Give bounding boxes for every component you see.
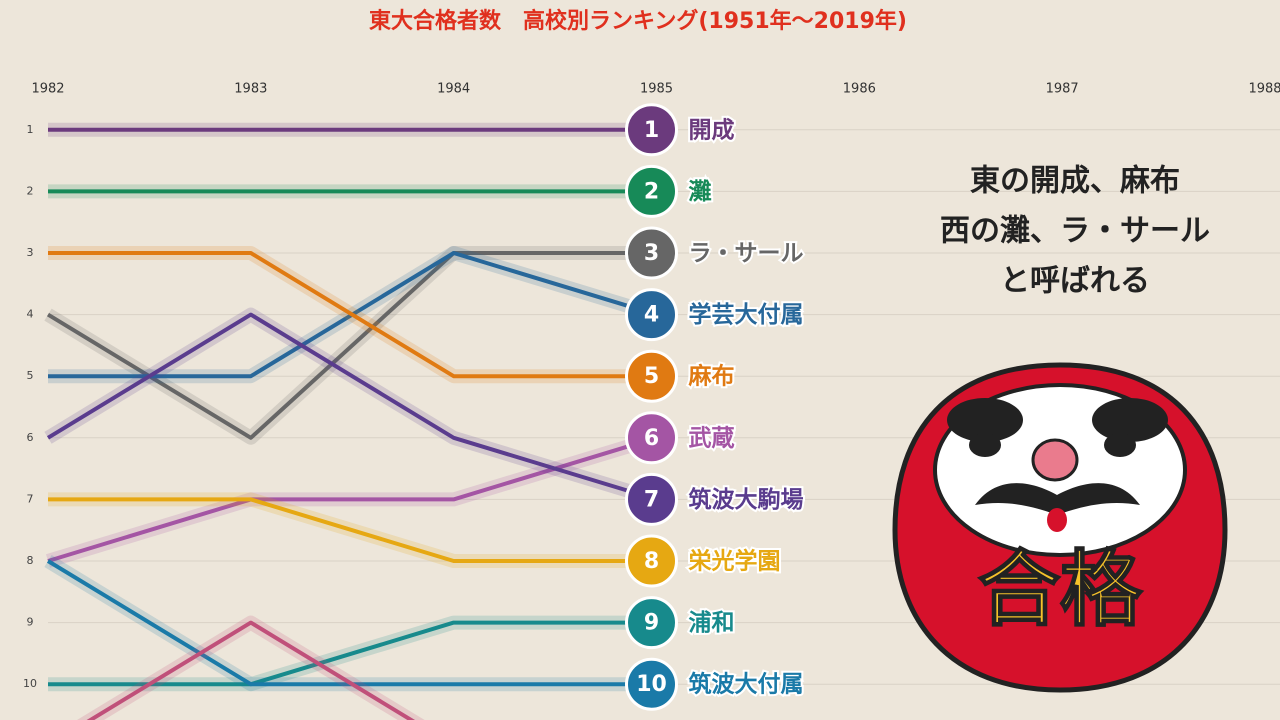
x-tick-label: 1984 bbox=[437, 82, 470, 97]
rank-badge bbox=[625, 103, 678, 157]
rank-badge bbox=[625, 411, 678, 465]
daruma: 合格 bbox=[892, 362, 1228, 693]
rank-badge bbox=[625, 226, 678, 280]
y-tick-label: 1 bbox=[27, 123, 34, 136]
y-tick-label: 8 bbox=[27, 554, 34, 567]
series-label: 麻布 bbox=[688, 363, 735, 390]
rank-label: 6 bbox=[644, 426, 659, 451]
x-tick-label: 1982 bbox=[31, 82, 64, 97]
rank-label: 7 bbox=[644, 487, 659, 512]
line bbox=[48, 497, 657, 563]
lines bbox=[44, 122, 659, 720]
rank-label: 10 bbox=[636, 672, 667, 697]
rank-badge bbox=[625, 164, 678, 218]
line bbox=[46, 312, 658, 502]
y-tick-label: 9 bbox=[27, 616, 34, 629]
line bbox=[48, 251, 657, 379]
series-label: ラ・サール bbox=[689, 241, 804, 267]
rank-badge bbox=[625, 288, 678, 342]
annotation-line: と呼ばれる bbox=[1000, 264, 1150, 299]
y-tick-label: 3 bbox=[27, 246, 34, 259]
series-label: 筑波大駒場 bbox=[689, 486, 804, 513]
y-tick-label: 5 bbox=[27, 369, 34, 382]
series-label: 筑波大付属 bbox=[689, 671, 804, 698]
rank-label: 9 bbox=[644, 611, 659, 636]
annotation-line: 西の灘、ラ・サール bbox=[940, 214, 1210, 249]
rank-label: 5 bbox=[644, 364, 659, 389]
x-tick-label: 1983 bbox=[234, 82, 267, 97]
annotation: 東の開成、麻布 西の灘、ラ・サール と呼ばれる bbox=[940, 164, 1210, 299]
x-tick-label: 1985 bbox=[640, 82, 673, 97]
rank-label: 2 bbox=[644, 179, 659, 204]
chart-title: 東大合格者数 高校別ランキング(1951年〜2019年) bbox=[369, 8, 907, 34]
y-tick-label: 4 bbox=[27, 308, 34, 321]
series-label: 灘 bbox=[689, 178, 712, 205]
rank-badge bbox=[625, 472, 678, 526]
rank-label: 8 bbox=[644, 549, 659, 574]
rank-badge bbox=[625, 596, 678, 650]
x-tick-label: 1987 bbox=[1046, 82, 1079, 97]
rank-label: 4 bbox=[644, 303, 659, 328]
line bbox=[86, 620, 416, 720]
series-label: 学芸大付属 bbox=[689, 301, 804, 328]
rank-badge bbox=[625, 349, 678, 403]
daruma-text: 合格 bbox=[978, 542, 1143, 637]
x-tick-label: 1986 bbox=[843, 82, 876, 97]
rank-label: 3 bbox=[644, 241, 659, 266]
rank-badge bbox=[625, 534, 678, 588]
x-tick-label: 1988 bbox=[1248, 82, 1280, 97]
line bbox=[48, 620, 657, 687]
y-tick-label: 10 bbox=[23, 677, 37, 690]
annotation-line: 東の開成、麻布 bbox=[970, 164, 1180, 199]
y-tick-label: 7 bbox=[27, 492, 34, 505]
series-label: 武蔵 bbox=[689, 425, 735, 451]
rank-label: 1 bbox=[644, 118, 659, 143]
badges: 1 開成 2 灘 3 ラ・サール 4 学芸大付属 5 麻布 6 武蔵 7 筑波大駒場 8 栄光学園 9 浦和 10 筑… bbox=[625, 103, 806, 711]
series-label: 浦和 bbox=[689, 609, 735, 636]
y-tick-label: 2 bbox=[27, 184, 34, 197]
series-label: 栄光学園 bbox=[688, 548, 781, 575]
y-tick-label: 6 bbox=[27, 431, 34, 444]
rank-badge bbox=[625, 657, 678, 711]
series-label: 開成 bbox=[689, 117, 735, 143]
